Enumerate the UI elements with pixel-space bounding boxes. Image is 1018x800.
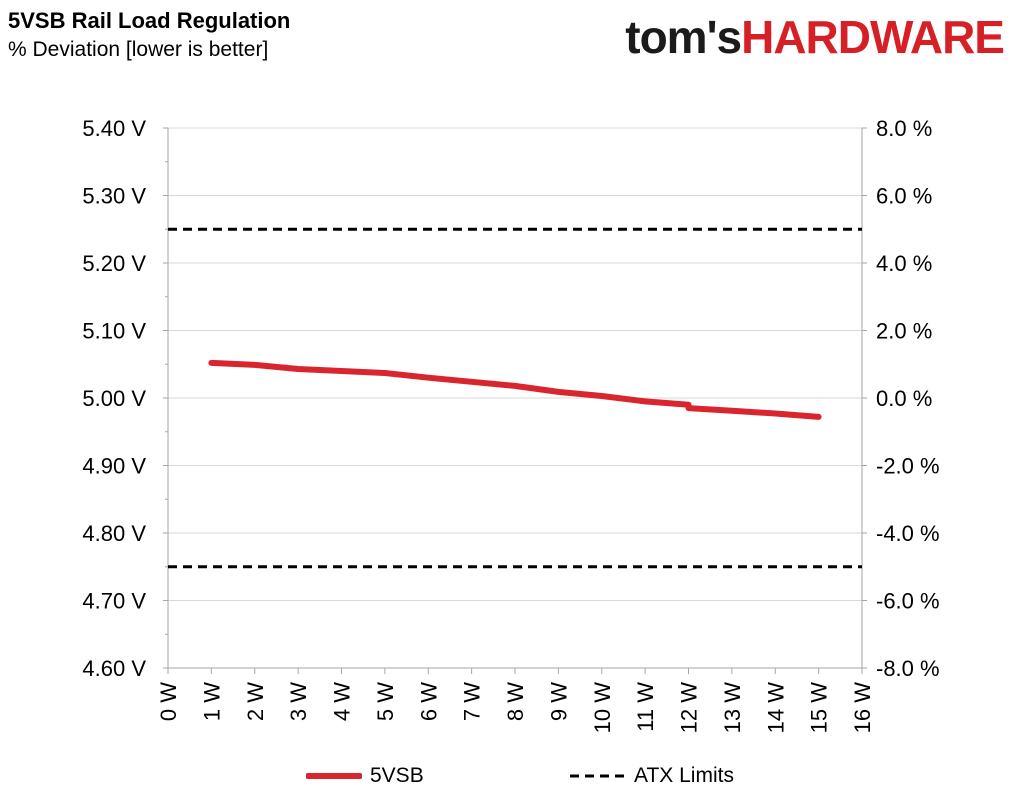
brand-logo: tom'sHARDWARE (625, 10, 1005, 64)
x-tick-label: 5 W (373, 682, 398, 721)
y2-tick-label: 6.0 % (876, 184, 932, 209)
y-tick-label: 4.70 V (82, 589, 146, 614)
x-tick-label: 12 W (677, 682, 702, 734)
brand-logo-hardware: HARDWARE (741, 11, 1005, 63)
legend-label-5vsb: 5VSB (370, 764, 424, 787)
y-tick-label: 4.90 V (82, 454, 146, 479)
x-tick-label: 0 W (156, 682, 181, 721)
x-tick-label: 13 W (720, 682, 745, 734)
x-tick-label: 9 W (546, 682, 571, 721)
chart-subtitle: % Deviation [lower is better] (8, 38, 269, 61)
chart-title: 5VSB Rail Load Regulation (8, 8, 291, 33)
y-tick-label: 5.00 V (82, 386, 146, 411)
y-tick-label: 4.60 V (82, 656, 146, 681)
y2-tick-label: 2.0 % (876, 319, 932, 344)
y2-tick-label: -6.0 % (876, 589, 940, 614)
x-tick-label: 3 W (286, 682, 311, 721)
y2-tick-label: -4.0 % (876, 521, 940, 546)
legend-label-atx-limits: ATX Limits (634, 764, 734, 787)
x-tick-label: 2 W (243, 682, 268, 721)
x-tick-label: 11 W (633, 682, 658, 732)
legend-swatch-atx-limits (570, 774, 624, 778)
legend-item-5vsb: 5VSB (306, 764, 424, 788)
x-tick-label: 4 W (330, 682, 355, 721)
brand-logo-toms: tom's (625, 11, 742, 63)
y2-tick-label: 0.0 % (876, 386, 932, 411)
x-tick-label: 15 W (807, 682, 832, 734)
x-tick-label: 6 W (416, 682, 441, 721)
legend-swatch-5vsb (306, 773, 362, 779)
x-tick-label: 7 W (460, 682, 485, 721)
y-tick-label: 5.20 V (82, 251, 146, 276)
y-tick-label: 5.10 V (82, 319, 146, 344)
x-tick-label: 10 W (590, 682, 615, 734)
legend-item-atx-limits: ATX Limits (570, 764, 734, 788)
y-tick-label: 4.80 V (82, 521, 146, 546)
y2-tick-label: 4.0 % (876, 251, 932, 276)
x-tick-label: 1 W (199, 682, 224, 721)
y2-tick-label: -2.0 % (876, 454, 940, 479)
x-tick-label: 16 W (850, 682, 875, 734)
x-tick-label: 14 W (763, 682, 788, 734)
x-tick-label: 8 W (503, 682, 528, 721)
series-line-5vsb (208, 359, 822, 420)
y-tick-label: 5.30 V (82, 184, 146, 209)
y2-tick-label: 8.0 % (876, 116, 932, 141)
y2-tick-label: -8.0 % (876, 656, 940, 681)
y-tick-label: 5.40 V (82, 116, 146, 141)
